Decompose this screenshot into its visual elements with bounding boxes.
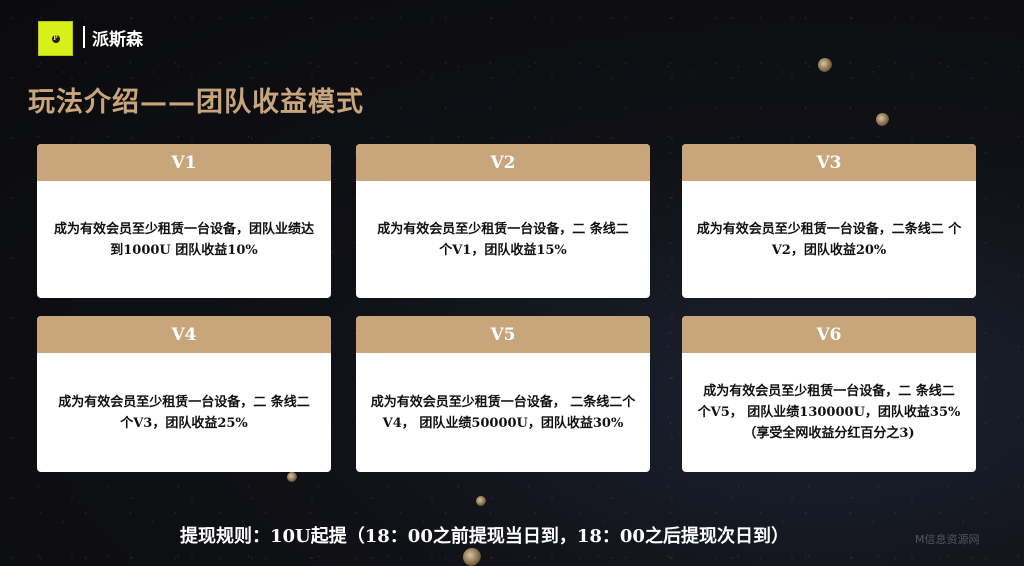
level-desc: 成为有效会员至少租赁一台设备，二 条线二 个V5， 团队业绩130000U，团队… bbox=[697, 384, 961, 441]
level-label: V6 bbox=[682, 316, 976, 353]
level-card-v2: V2 成为有效会员至少租赁一台设备，二 条线二 个V1，团队收益15% bbox=[356, 144, 650, 298]
level-desc: 成为有效会员至少租赁一台设备，团队业绩达到1000U 团队收益10% bbox=[53, 221, 314, 258]
level-desc: 成为有效会员至少租赁一台设备，二条线二 个V2，团队收益20% bbox=[696, 221, 962, 258]
level-card-v1: V1 成为有效会员至少租赁一台设备，团队业绩达到1000U 团队收益10% bbox=[37, 144, 331, 298]
bokeh-dot bbox=[287, 472, 297, 482]
divider bbox=[83, 26, 85, 48]
level-desc: 成为有效会员至少租赁一台设备， 二条线二个V4， 团队业绩50000U，团队收益… bbox=[370, 394, 636, 431]
bokeh-dot bbox=[876, 113, 889, 126]
level-card-v3: V3 成为有效会员至少租赁一台设备，二条线二 个V2，团队收益20% bbox=[682, 144, 976, 298]
level-desc: 成为有效会员至少租赁一台设备，二 条线二 个V1，团队收益15% bbox=[377, 221, 629, 258]
page-title: 玩法介绍——团队收益模式 bbox=[28, 87, 364, 118]
brand-name: 派斯森 bbox=[92, 30, 143, 50]
bokeh-dot bbox=[818, 58, 832, 72]
level-card-v5: V5 成为有效会员至少租赁一台设备， 二条线二个V4， 团队业绩50000U，团队… bbox=[356, 316, 650, 472]
level-label: V3 bbox=[682, 144, 976, 181]
bokeh-dot bbox=[463, 548, 481, 566]
level-desc: 成为有效会员至少租赁一台设备，二 条线二 个V3，团队收益25% bbox=[58, 394, 310, 431]
brand-logo: P bbox=[38, 21, 73, 56]
level-card-v6: V6 成为有效会员至少租赁一台设备，二 条线二 个V5， 团队业绩130000U，… bbox=[682, 316, 976, 472]
logo-mark: P bbox=[51, 34, 60, 43]
level-label: V5 bbox=[356, 316, 650, 353]
withdrawal-rule: 提现规则：10U起提（18：00之前提现当日到，18：00之后提现次日到） bbox=[180, 526, 789, 547]
level-label: V4 bbox=[37, 316, 331, 353]
level-card-v4: V4 成为有效会员至少租赁一台设备，二 条线二 个V3，团队收益25% bbox=[37, 316, 331, 472]
level-label: V2 bbox=[356, 144, 650, 181]
level-label: V1 bbox=[37, 144, 331, 181]
watermark: M信息资源网 bbox=[915, 533, 980, 546]
bokeh-dot bbox=[476, 496, 486, 506]
